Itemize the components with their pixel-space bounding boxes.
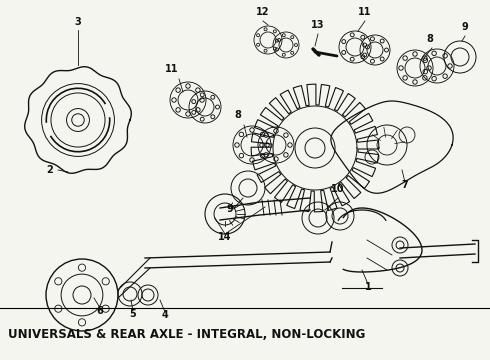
Text: 7: 7 [402, 180, 408, 190]
Text: 11: 11 [358, 7, 372, 17]
Text: 9: 9 [227, 204, 233, 214]
Text: 9: 9 [462, 22, 468, 32]
Text: 5: 5 [130, 309, 136, 319]
Text: 10: 10 [331, 184, 345, 194]
Text: 8: 8 [427, 34, 434, 44]
Text: 11: 11 [165, 64, 179, 74]
Text: UNIVERSALS & REAR AXLE - INTEGRAL, NON-LOCKING: UNIVERSALS & REAR AXLE - INTEGRAL, NON-L… [8, 328, 366, 341]
Text: 12: 12 [256, 7, 270, 17]
Text: 1: 1 [365, 282, 371, 292]
Text: 13: 13 [311, 20, 325, 30]
Text: 14: 14 [218, 232, 232, 242]
Text: 2: 2 [47, 165, 53, 175]
Text: 3: 3 [74, 17, 81, 27]
Text: 6: 6 [97, 306, 103, 316]
Text: 4: 4 [162, 310, 169, 320]
Text: 8: 8 [235, 110, 242, 120]
